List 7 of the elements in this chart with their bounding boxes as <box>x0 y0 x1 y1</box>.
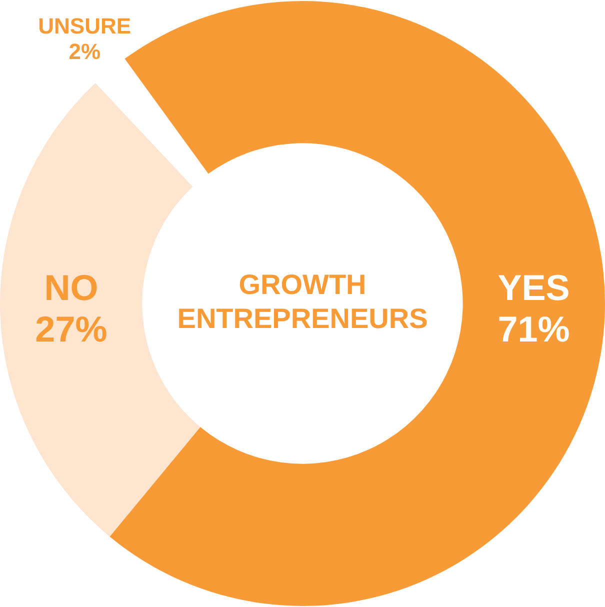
data-label: 2% <box>68 38 101 64</box>
data-label: 71% <box>498 308 570 350</box>
text: GROWTH ENTREPRENEURS <box>177 269 428 334</box>
slice-label: YES <box>498 266 570 308</box>
slice-label: NO <box>44 266 98 308</box>
data-label: 27% <box>35 308 108 350</box>
slice-label: UNSURE <box>38 14 132 39</box>
